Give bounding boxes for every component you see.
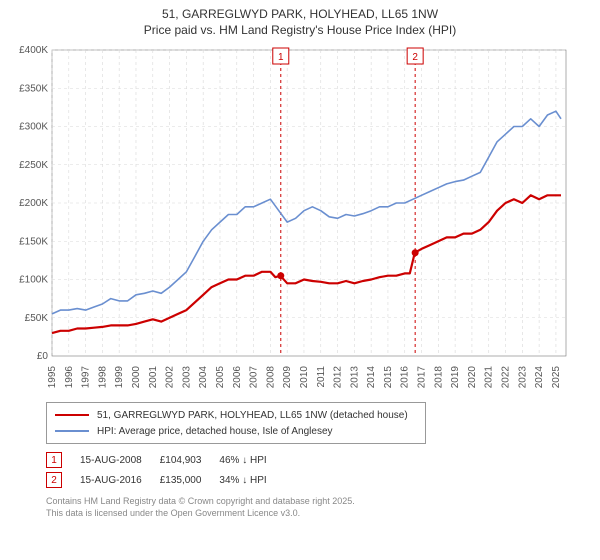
event-row: 2 15-AUG-2016£135,00034% ↓ HPI: [46, 470, 285, 490]
svg-text:2023: 2023: [517, 366, 528, 389]
svg-text:2020: 2020: [467, 366, 478, 389]
svg-text:2008: 2008: [265, 366, 276, 389]
event-badge: 1: [46, 452, 62, 468]
svg-text:2022: 2022: [501, 366, 512, 389]
svg-text:2: 2: [412, 52, 418, 63]
svg-text:2015: 2015: [383, 366, 394, 389]
svg-text:2012: 2012: [333, 366, 344, 389]
svg-text:2014: 2014: [366, 366, 377, 389]
svg-text:2017: 2017: [417, 366, 428, 389]
event-price: £135,000: [160, 470, 220, 490]
legend-color-swatch: [55, 430, 89, 432]
svg-text:1997: 1997: [81, 366, 92, 389]
svg-text:2018: 2018: [433, 366, 444, 389]
svg-text:2007: 2007: [249, 366, 260, 389]
svg-text:2004: 2004: [198, 366, 209, 389]
event-date: 15-AUG-2016: [80, 470, 160, 490]
chart-title: 51, GARREGLWYD PARK, HOLYHEAD, LL65 1NW …: [10, 6, 590, 38]
svg-text:£400K: £400K: [19, 45, 48, 56]
svg-text:£100K: £100K: [19, 275, 48, 286]
svg-text:2002: 2002: [165, 366, 176, 389]
line-chart: £0 £50K £100K £150K £200K £250K £300K £350K £400…: [10, 44, 576, 394]
svg-text:1999: 1999: [114, 366, 125, 389]
legend-label: 51, GARREGLWYD PARK, HOLYHEAD, LL65 1NW …: [97, 410, 408, 421]
legend-item: 51, GARREGLWYD PARK, HOLYHEAD, LL65 1NW …: [55, 407, 417, 423]
svg-text:£0: £0: [37, 351, 49, 362]
svg-text:2009: 2009: [282, 366, 293, 389]
svg-text:£200K: £200K: [19, 198, 48, 209]
svg-text:£300K: £300K: [19, 122, 48, 133]
event-price: £104,903: [160, 450, 220, 470]
svg-text:£350K: £350K: [19, 84, 48, 95]
svg-text:£150K: £150K: [19, 237, 48, 248]
footer-line1: Contains HM Land Registry data © Crown c…: [46, 496, 355, 506]
title-line2: Price paid vs. HM Land Registry's House …: [144, 23, 456, 37]
footer-line2: This data is licensed under the Open Gov…: [46, 508, 300, 518]
event-row: 1 15-AUG-2008£104,90346% ↓ HPI: [46, 450, 285, 470]
svg-text:£250K: £250K: [19, 160, 48, 171]
svg-text:2003: 2003: [181, 366, 192, 389]
svg-text:1995: 1995: [47, 366, 58, 389]
event-date: 15-AUG-2008: [80, 450, 160, 470]
legend: 51, GARREGLWYD PARK, HOLYHEAD, LL65 1NW …: [46, 402, 426, 444]
svg-text:2001: 2001: [148, 366, 159, 389]
legend-color-swatch: [55, 414, 89, 416]
svg-text:2010: 2010: [299, 366, 310, 389]
event-delta: 46% ↓ HPI: [219, 450, 284, 470]
svg-text:2019: 2019: [450, 366, 461, 389]
title-line1: 51, GARREGLWYD PARK, HOLYHEAD, LL65 1NW: [162, 7, 438, 21]
svg-text:2024: 2024: [534, 366, 545, 389]
svg-text:1996: 1996: [64, 366, 75, 389]
svg-text:1: 1: [278, 52, 284, 63]
svg-text:2000: 2000: [131, 366, 142, 389]
chart-area: £0 £50K £100K £150K £200K £250K £300K £350K £400…: [10, 44, 590, 394]
legend-label: HPI: Average price, detached house, Isle…: [97, 426, 333, 437]
svg-text:2025: 2025: [551, 366, 562, 389]
svg-text:2021: 2021: [484, 366, 495, 389]
svg-text:2016: 2016: [400, 366, 411, 389]
svg-text:£50K: £50K: [25, 313, 49, 324]
events-table: 1 15-AUG-2008£104,90346% ↓ HPI 2 15-AUG-201…: [46, 450, 590, 490]
svg-text:1998: 1998: [97, 366, 108, 389]
svg-text:2005: 2005: [215, 366, 226, 389]
svg-text:2006: 2006: [232, 366, 243, 389]
event-badge: 2: [46, 472, 62, 488]
svg-text:2011: 2011: [316, 366, 327, 388]
footer: Contains HM Land Registry data © Crown c…: [46, 496, 590, 519]
event-delta: 34% ↓ HPI: [219, 470, 284, 490]
legend-item: HPI: Average price, detached house, Isle…: [55, 423, 417, 439]
svg-text:2013: 2013: [349, 366, 360, 389]
